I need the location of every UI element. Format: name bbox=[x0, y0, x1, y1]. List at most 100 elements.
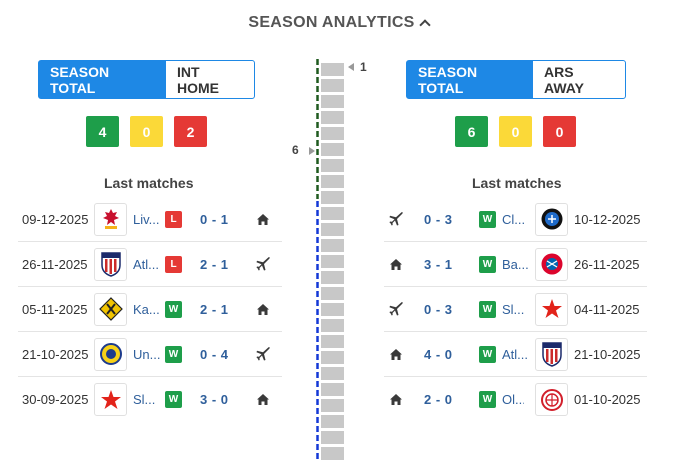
opponent-link[interactable]: Ol... bbox=[502, 392, 524, 407]
match-score: 2 - 1 bbox=[200, 256, 229, 272]
section-title: SEASON ANALYTICS bbox=[248, 14, 415, 31]
match-date: 26-11-2025 bbox=[22, 256, 88, 272]
home-icon bbox=[256, 303, 270, 316]
timeline-block bbox=[321, 111, 344, 124]
bayern-crest-icon bbox=[535, 247, 568, 281]
match-row[interactable]: 21-10-2025 Un... W 0 - 4 bbox=[18, 332, 282, 377]
timeline-block bbox=[321, 447, 344, 460]
timeline-block bbox=[321, 95, 344, 108]
match-row[interactable]: 30-09-2025 Sl... W 3 - 0 bbox=[18, 377, 282, 422]
opponent-link[interactable]: Atl... bbox=[133, 256, 160, 272]
opponent-link[interactable]: Cl... bbox=[502, 211, 524, 227]
timeline-block bbox=[321, 415, 344, 428]
tab-left-season-total[interactable]: SEASON TOTAL bbox=[38, 60, 165, 99]
timeline-block bbox=[321, 223, 344, 236]
plane-icon bbox=[389, 211, 404, 227]
result-badge: L bbox=[165, 255, 182, 273]
timeline-block bbox=[321, 207, 344, 220]
timeline-block bbox=[321, 271, 344, 284]
home-icon bbox=[389, 258, 403, 271]
match-date: 01-10-2025 bbox=[574, 392, 641, 407]
match-row[interactable]: 0 - 3 W Cl... 10-12-2025 bbox=[384, 197, 647, 242]
slavia-crest-icon bbox=[535, 292, 568, 326]
plane-icon bbox=[389, 301, 404, 317]
timeline-block bbox=[321, 63, 344, 76]
last-matches-heading: Last matches bbox=[472, 175, 562, 191]
result-badge: W bbox=[165, 391, 182, 408]
atletico-crest-icon bbox=[535, 337, 568, 371]
timeline-block bbox=[321, 175, 344, 188]
season-analytics-toggle[interactable]: SEASON ANALYTICS bbox=[0, 14, 677, 32]
match-score: 2 - 0 bbox=[424, 392, 453, 407]
left-result-counts: 4 0 2 bbox=[86, 116, 207, 147]
match-row[interactable]: 4 - 0 W Atl... 21-10-2025 bbox=[384, 332, 647, 377]
losses-count: 0 bbox=[543, 116, 576, 147]
tab-left-int-home[interactable]: INT HOME bbox=[165, 60, 255, 99]
result-badge: W bbox=[479, 255, 496, 273]
opponent-link[interactable]: Ba... bbox=[502, 256, 528, 272]
right-tabs: SEASON TOTAL ARS AWAY bbox=[406, 60, 626, 99]
match-score: 3 - 0 bbox=[200, 392, 229, 407]
match-row[interactable]: 05-11-2025 Ka... W 2 - 1 bbox=[18, 287, 282, 332]
result-badge: L bbox=[165, 210, 182, 228]
opponent-link[interactable]: Un... bbox=[133, 346, 161, 362]
result-badge: W bbox=[479, 345, 496, 363]
timeline-block bbox=[321, 127, 344, 140]
match-row[interactable]: 3 - 1 W Ba... 26-11-2025 bbox=[384, 242, 647, 287]
timeline-block bbox=[321, 351, 344, 364]
result-badge: W bbox=[165, 300, 182, 318]
timeline-marker-top: 1 bbox=[360, 60, 367, 74]
opponent-link[interactable]: Ka... bbox=[133, 301, 160, 317]
result-badge: W bbox=[479, 300, 496, 318]
match-date: 05-11-2025 bbox=[22, 301, 88, 317]
timeline-block bbox=[321, 431, 344, 444]
last-matches-heading: Last matches bbox=[104, 175, 194, 191]
losses-count: 2 bbox=[174, 116, 207, 147]
match-date: 04-11-2025 bbox=[574, 301, 640, 317]
timeline-block bbox=[321, 399, 344, 412]
timeline-block bbox=[321, 255, 344, 268]
match-row[interactable]: 0 - 3 W Sl... 04-11-2025 bbox=[384, 287, 647, 332]
match-row[interactable]: 2 - 0 W Ol... 01-10-2025 bbox=[384, 377, 647, 422]
timeline-block bbox=[321, 303, 344, 316]
match-date: 10-12-2025 bbox=[574, 211, 641, 227]
home-icon bbox=[256, 393, 270, 406]
timeline-block bbox=[321, 159, 344, 172]
chevron-up-icon bbox=[418, 19, 431, 31]
match-score: 0 - 1 bbox=[200, 211, 229, 227]
kairat-crest-icon bbox=[94, 292, 127, 326]
timeline-block bbox=[321, 191, 344, 204]
match-row[interactable]: 26-11-2025 Atl... L 2 - 1 bbox=[18, 242, 282, 287]
right-matches-list: 0 - 3 W Cl... 10-12-2025 3 - 1 W Ba... 2… bbox=[384, 197, 647, 422]
liverpool-crest-icon bbox=[94, 202, 127, 236]
match-score: 0 - 3 bbox=[424, 301, 453, 317]
timeline-block bbox=[321, 383, 344, 396]
match-score: 3 - 1 bbox=[424, 256, 453, 272]
union-sg-crest-icon bbox=[94, 337, 127, 371]
timeline-block bbox=[321, 319, 344, 332]
home-icon bbox=[389, 348, 403, 361]
match-score: 0 - 3 bbox=[424, 211, 453, 227]
opponent-link[interactable]: Liv... bbox=[133, 211, 160, 227]
opponent-link[interactable]: Sl... bbox=[502, 301, 524, 317]
club-brugge-crest-icon bbox=[535, 202, 568, 236]
result-badge: W bbox=[479, 210, 496, 228]
form-timeline bbox=[316, 59, 346, 461]
match-score: 2 - 1 bbox=[200, 301, 229, 317]
wins-count: 6 bbox=[455, 116, 488, 147]
match-date: 30-09-2025 bbox=[22, 392, 89, 407]
left-matches-list: 09-12-2025 Liv... L 0 - 1 26-11-2025 Atl… bbox=[18, 197, 282, 422]
olympiacos-crest-icon bbox=[535, 383, 568, 416]
tab-right-ars-away[interactable]: ARS AWAY bbox=[532, 60, 626, 99]
timeline-block bbox=[321, 143, 344, 156]
opponent-link[interactable]: Atl... bbox=[502, 346, 528, 362]
match-date: 09-12-2025 bbox=[22, 211, 89, 227]
home-icon bbox=[389, 393, 403, 406]
atletico-crest-icon bbox=[94, 247, 127, 281]
timeline-marker-mid: 6 bbox=[292, 143, 299, 157]
match-row[interactable]: 09-12-2025 Liv... L 0 - 1 bbox=[18, 197, 282, 242]
timeline-block bbox=[321, 287, 344, 300]
tab-right-season-total[interactable]: SEASON TOTAL bbox=[406, 60, 532, 99]
opponent-link[interactable]: Sl... bbox=[133, 392, 156, 407]
home-icon bbox=[256, 213, 270, 226]
